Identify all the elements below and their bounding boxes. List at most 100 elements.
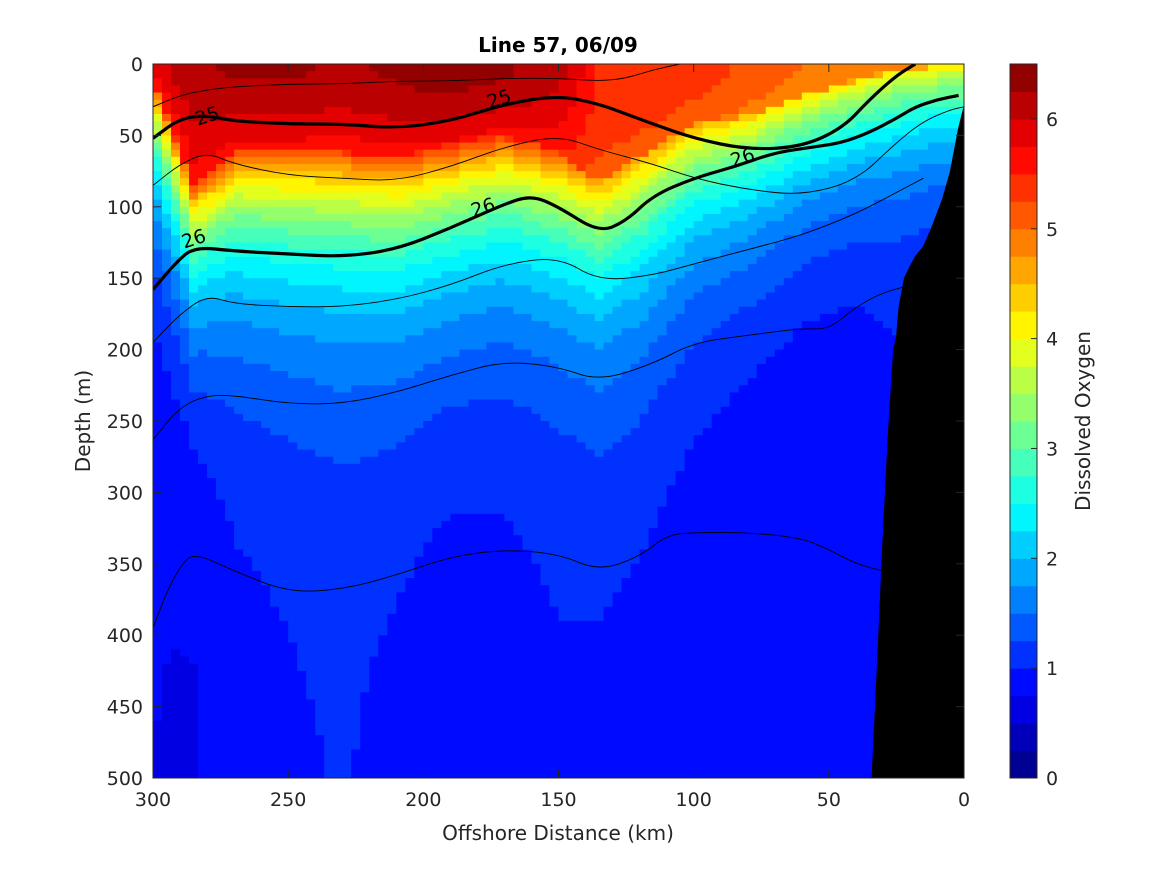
heatmap-cell — [351, 620, 361, 629]
heatmap-cell — [207, 335, 217, 344]
heatmap-cell — [414, 149, 424, 158]
heatmap-cell — [414, 499, 424, 508]
heatmap-cell — [342, 263, 352, 272]
heatmap-cell — [486, 606, 497, 615]
heatmap-cell — [558, 285, 569, 294]
heatmap-cell — [513, 478, 524, 486]
heatmap-cell — [306, 292, 316, 301]
heatmap-cell — [171, 628, 181, 636]
heatmap-cell — [549, 570, 560, 579]
heatmap-cell — [522, 399, 533, 408]
heatmap-cell — [216, 64, 226, 72]
heatmap-cell — [351, 699, 361, 708]
heatmap-cell — [315, 142, 325, 151]
heatmap-cell — [360, 670, 370, 679]
heatmap-cell — [441, 78, 451, 87]
heatmap-cell — [486, 485, 497, 493]
heatmap-cell — [216, 335, 226, 344]
heatmap-cell — [171, 706, 181, 715]
heatmap-cell — [252, 92, 262, 101]
heatmap-cell — [495, 299, 506, 308]
heatmap-cell — [423, 349, 433, 358]
heatmap-cell — [306, 613, 316, 622]
heatmap-cell — [594, 213, 605, 222]
heatmap-cell — [540, 163, 551, 172]
heatmap-cell — [207, 499, 217, 508]
heatmap-cell — [549, 706, 560, 715]
heatmap-cell — [495, 585, 506, 593]
heatmap-cell — [432, 385, 442, 394]
heatmap-cell — [594, 235, 605, 244]
heatmap-cell — [423, 735, 433, 743]
heatmap-cell — [297, 135, 307, 144]
heatmap-cell — [405, 363, 415, 372]
heatmap-cell — [216, 470, 226, 479]
heatmap-cell — [360, 285, 370, 294]
heatmap-cell — [387, 592, 397, 601]
heatmap-cell — [423, 171, 433, 179]
heatmap-cell — [378, 749, 388, 758]
heatmap-cell — [378, 121, 388, 129]
heatmap-cell — [333, 728, 343, 736]
heatmap-cell — [216, 285, 226, 294]
heatmap-cell — [441, 192, 451, 201]
heatmap-cell — [225, 142, 235, 151]
heatmap-cell — [261, 613, 271, 622]
heatmap-cell — [522, 213, 533, 222]
heatmap-cell — [207, 535, 217, 543]
heatmap-cell — [360, 292, 370, 301]
heatmap-cell — [423, 685, 433, 693]
heatmap-cell — [585, 335, 596, 344]
heatmap-cell — [225, 685, 235, 693]
heatmap-cell — [504, 763, 515, 772]
heatmap-cell — [396, 449, 406, 458]
heatmap-cell — [207, 542, 217, 551]
heatmap-cell — [153, 656, 163, 665]
heatmap-cell — [594, 342, 605, 351]
heatmap-cell — [162, 649, 172, 658]
heatmap-cell — [423, 92, 433, 101]
heatmap-cell — [558, 413, 569, 422]
heatmap-cell — [243, 171, 253, 179]
heatmap-cell — [162, 399, 172, 408]
heatmap-cell — [531, 113, 542, 122]
heatmap-cell — [252, 663, 262, 672]
heatmap-cell — [288, 542, 298, 551]
heatmap-cell — [261, 749, 271, 758]
heatmap-cell — [351, 421, 361, 429]
heatmap-cell — [180, 313, 190, 322]
heatmap-cell — [270, 385, 280, 394]
heatmap-cell — [162, 535, 172, 543]
heatmap-cell — [549, 249, 560, 258]
heatmap-cell — [558, 221, 569, 229]
heatmap-cell — [153, 156, 163, 165]
heatmap-cell — [315, 535, 325, 543]
heatmap-cell — [396, 313, 406, 322]
heatmap-cell — [279, 113, 289, 122]
heatmap-cell — [198, 656, 208, 665]
heatmap-cell — [522, 185, 533, 194]
heatmap-cell — [477, 192, 488, 201]
heatmap-cell — [360, 613, 370, 622]
heatmap-cell — [342, 542, 352, 551]
heatmap-cell — [333, 435, 343, 444]
heatmap-cell — [594, 185, 605, 194]
heatmap-cell — [495, 92, 506, 101]
heatmap-cell — [504, 335, 515, 344]
heatmap-cell — [576, 570, 587, 579]
heatmap-cell — [162, 478, 172, 486]
heatmap-cell — [189, 606, 199, 615]
heatmap-cell — [360, 371, 370, 379]
heatmap-cell — [261, 499, 271, 508]
heatmap-cell — [585, 306, 596, 315]
heatmap-cell — [342, 442, 352, 451]
heatmap-cell — [360, 399, 370, 408]
heatmap-cell — [468, 306, 478, 315]
heatmap-cell — [450, 456, 460, 465]
heatmap-cell — [207, 549, 217, 558]
heatmap-cell — [225, 306, 235, 315]
heatmap-cell — [297, 635, 307, 643]
heatmap-cell — [270, 128, 280, 136]
heatmap-cell — [234, 628, 244, 636]
heatmap-cell — [495, 492, 506, 501]
